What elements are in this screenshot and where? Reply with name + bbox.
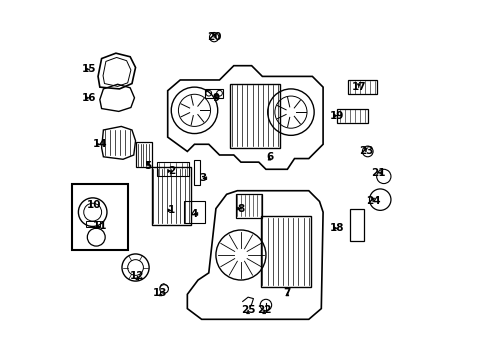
Bar <box>235 194 262 217</box>
Bar <box>183 202 205 223</box>
Text: 18: 18 <box>329 223 344 233</box>
Text: 8: 8 <box>237 203 244 213</box>
Text: 2: 2 <box>167 166 175 176</box>
Bar <box>347 80 376 94</box>
Bar <box>151 167 190 225</box>
Text: 24: 24 <box>365 197 380 206</box>
Bar <box>230 84 280 148</box>
Text: 21: 21 <box>370 168 385 178</box>
Text: 7: 7 <box>283 288 290 297</box>
Text: 15: 15 <box>81 64 96 74</box>
Text: 16: 16 <box>81 93 96 103</box>
Text: 19: 19 <box>329 111 344 121</box>
Text: 10: 10 <box>87 200 102 210</box>
Bar <box>205 89 223 98</box>
Text: 12: 12 <box>130 271 144 282</box>
Bar <box>136 143 152 167</box>
Bar <box>337 109 367 123</box>
Text: 6: 6 <box>265 152 273 162</box>
Bar <box>157 162 189 176</box>
Bar <box>85 221 100 227</box>
Text: 1: 1 <box>167 205 175 215</box>
Text: 25: 25 <box>240 305 255 315</box>
Bar <box>72 184 127 249</box>
Text: 23: 23 <box>358 147 372 157</box>
Text: 5: 5 <box>144 161 151 171</box>
Bar <box>194 160 200 185</box>
Text: 11: 11 <box>92 221 107 231</box>
Text: 20: 20 <box>206 32 221 42</box>
Text: 17: 17 <box>351 82 366 92</box>
Text: 9: 9 <box>212 93 219 103</box>
Text: 3: 3 <box>200 173 206 183</box>
Text: 4: 4 <box>190 209 198 219</box>
Bar <box>260 216 310 287</box>
Bar <box>349 208 364 241</box>
Text: 14: 14 <box>92 139 107 149</box>
Text: 22: 22 <box>256 305 271 315</box>
Text: 13: 13 <box>153 288 167 297</box>
